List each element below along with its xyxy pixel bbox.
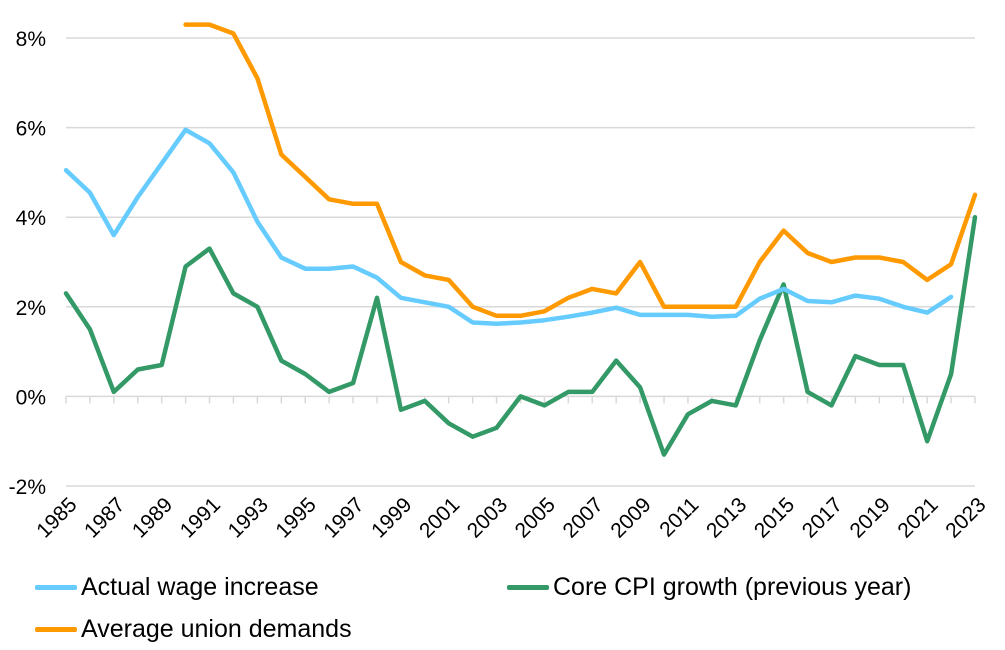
- x-tick-label: 1991: [176, 493, 225, 542]
- x-tick-label: 1999: [367, 493, 416, 542]
- y-axis-tick-labels: -2% 0% 2% 4% 6% 8%: [9, 28, 46, 499]
- legend-item-actual-wage: Actual wage increase: [35, 573, 319, 602]
- x-tick-label: 2013: [702, 493, 751, 542]
- series-line-core-cpi-growth-previous-year: [63, 214, 978, 457]
- x-tick-label: 2021: [893, 493, 942, 542]
- series-line-average-union-demands: [183, 22, 978, 319]
- x-tick-label: 1985: [32, 493, 81, 542]
- legend-swatch-actual-wage: [35, 585, 77, 590]
- x-tick-label: 2019: [846, 493, 895, 542]
- x-tick-label: 1995: [271, 493, 320, 542]
- legend-label-actual-wage: Actual wage increase: [81, 573, 319, 601]
- legend-item-union-demands: Average union demands: [35, 615, 352, 644]
- x-tick-label: 2015: [750, 493, 799, 542]
- legend-item-core-cpi: Core CPI growth (previous year): [507, 573, 911, 602]
- x-tick-label: 1987: [80, 493, 129, 542]
- x-tick-label: 1997: [319, 493, 368, 542]
- x-tick-label: 2005: [511, 493, 560, 542]
- y-tick-label: 8%: [16, 28, 46, 51]
- x-tick-label: 2011: [655, 493, 703, 541]
- y-tick-label: 0%: [16, 386, 46, 409]
- y-tick-label: 4%: [16, 207, 46, 230]
- x-tick-label: 2007: [559, 493, 608, 542]
- x-tick-label: 2017: [798, 493, 847, 542]
- legend-label-core-cpi: Core CPI growth (previous year): [553, 573, 912, 601]
- legend-swatch-core-cpi: [507, 585, 549, 590]
- legend-swatch-union-demands: [35, 627, 77, 632]
- legend-label-union-demands: Average union demands: [81, 615, 352, 643]
- x-tick-label: 1993: [224, 493, 273, 542]
- y-tick-label: 6%: [16, 118, 46, 141]
- series-line-actual-wage-increase: [63, 127, 954, 327]
- y-tick-label: -2%: [9, 476, 46, 499]
- y-tick-label: 2%: [16, 297, 46, 320]
- x-tick-label: 1989: [128, 493, 177, 542]
- x-axis-tick-labels: 1985198719891991199319951997199920012003…: [32, 493, 990, 542]
- x-tick-label: 2003: [463, 493, 512, 542]
- x-tick-label: 2009: [606, 493, 655, 542]
- gridlines: [66, 37, 975, 487]
- series-lines: [63, 22, 978, 457]
- x-tick-label: 2023: [941, 493, 990, 542]
- x-tick-label: 2001: [415, 493, 464, 542]
